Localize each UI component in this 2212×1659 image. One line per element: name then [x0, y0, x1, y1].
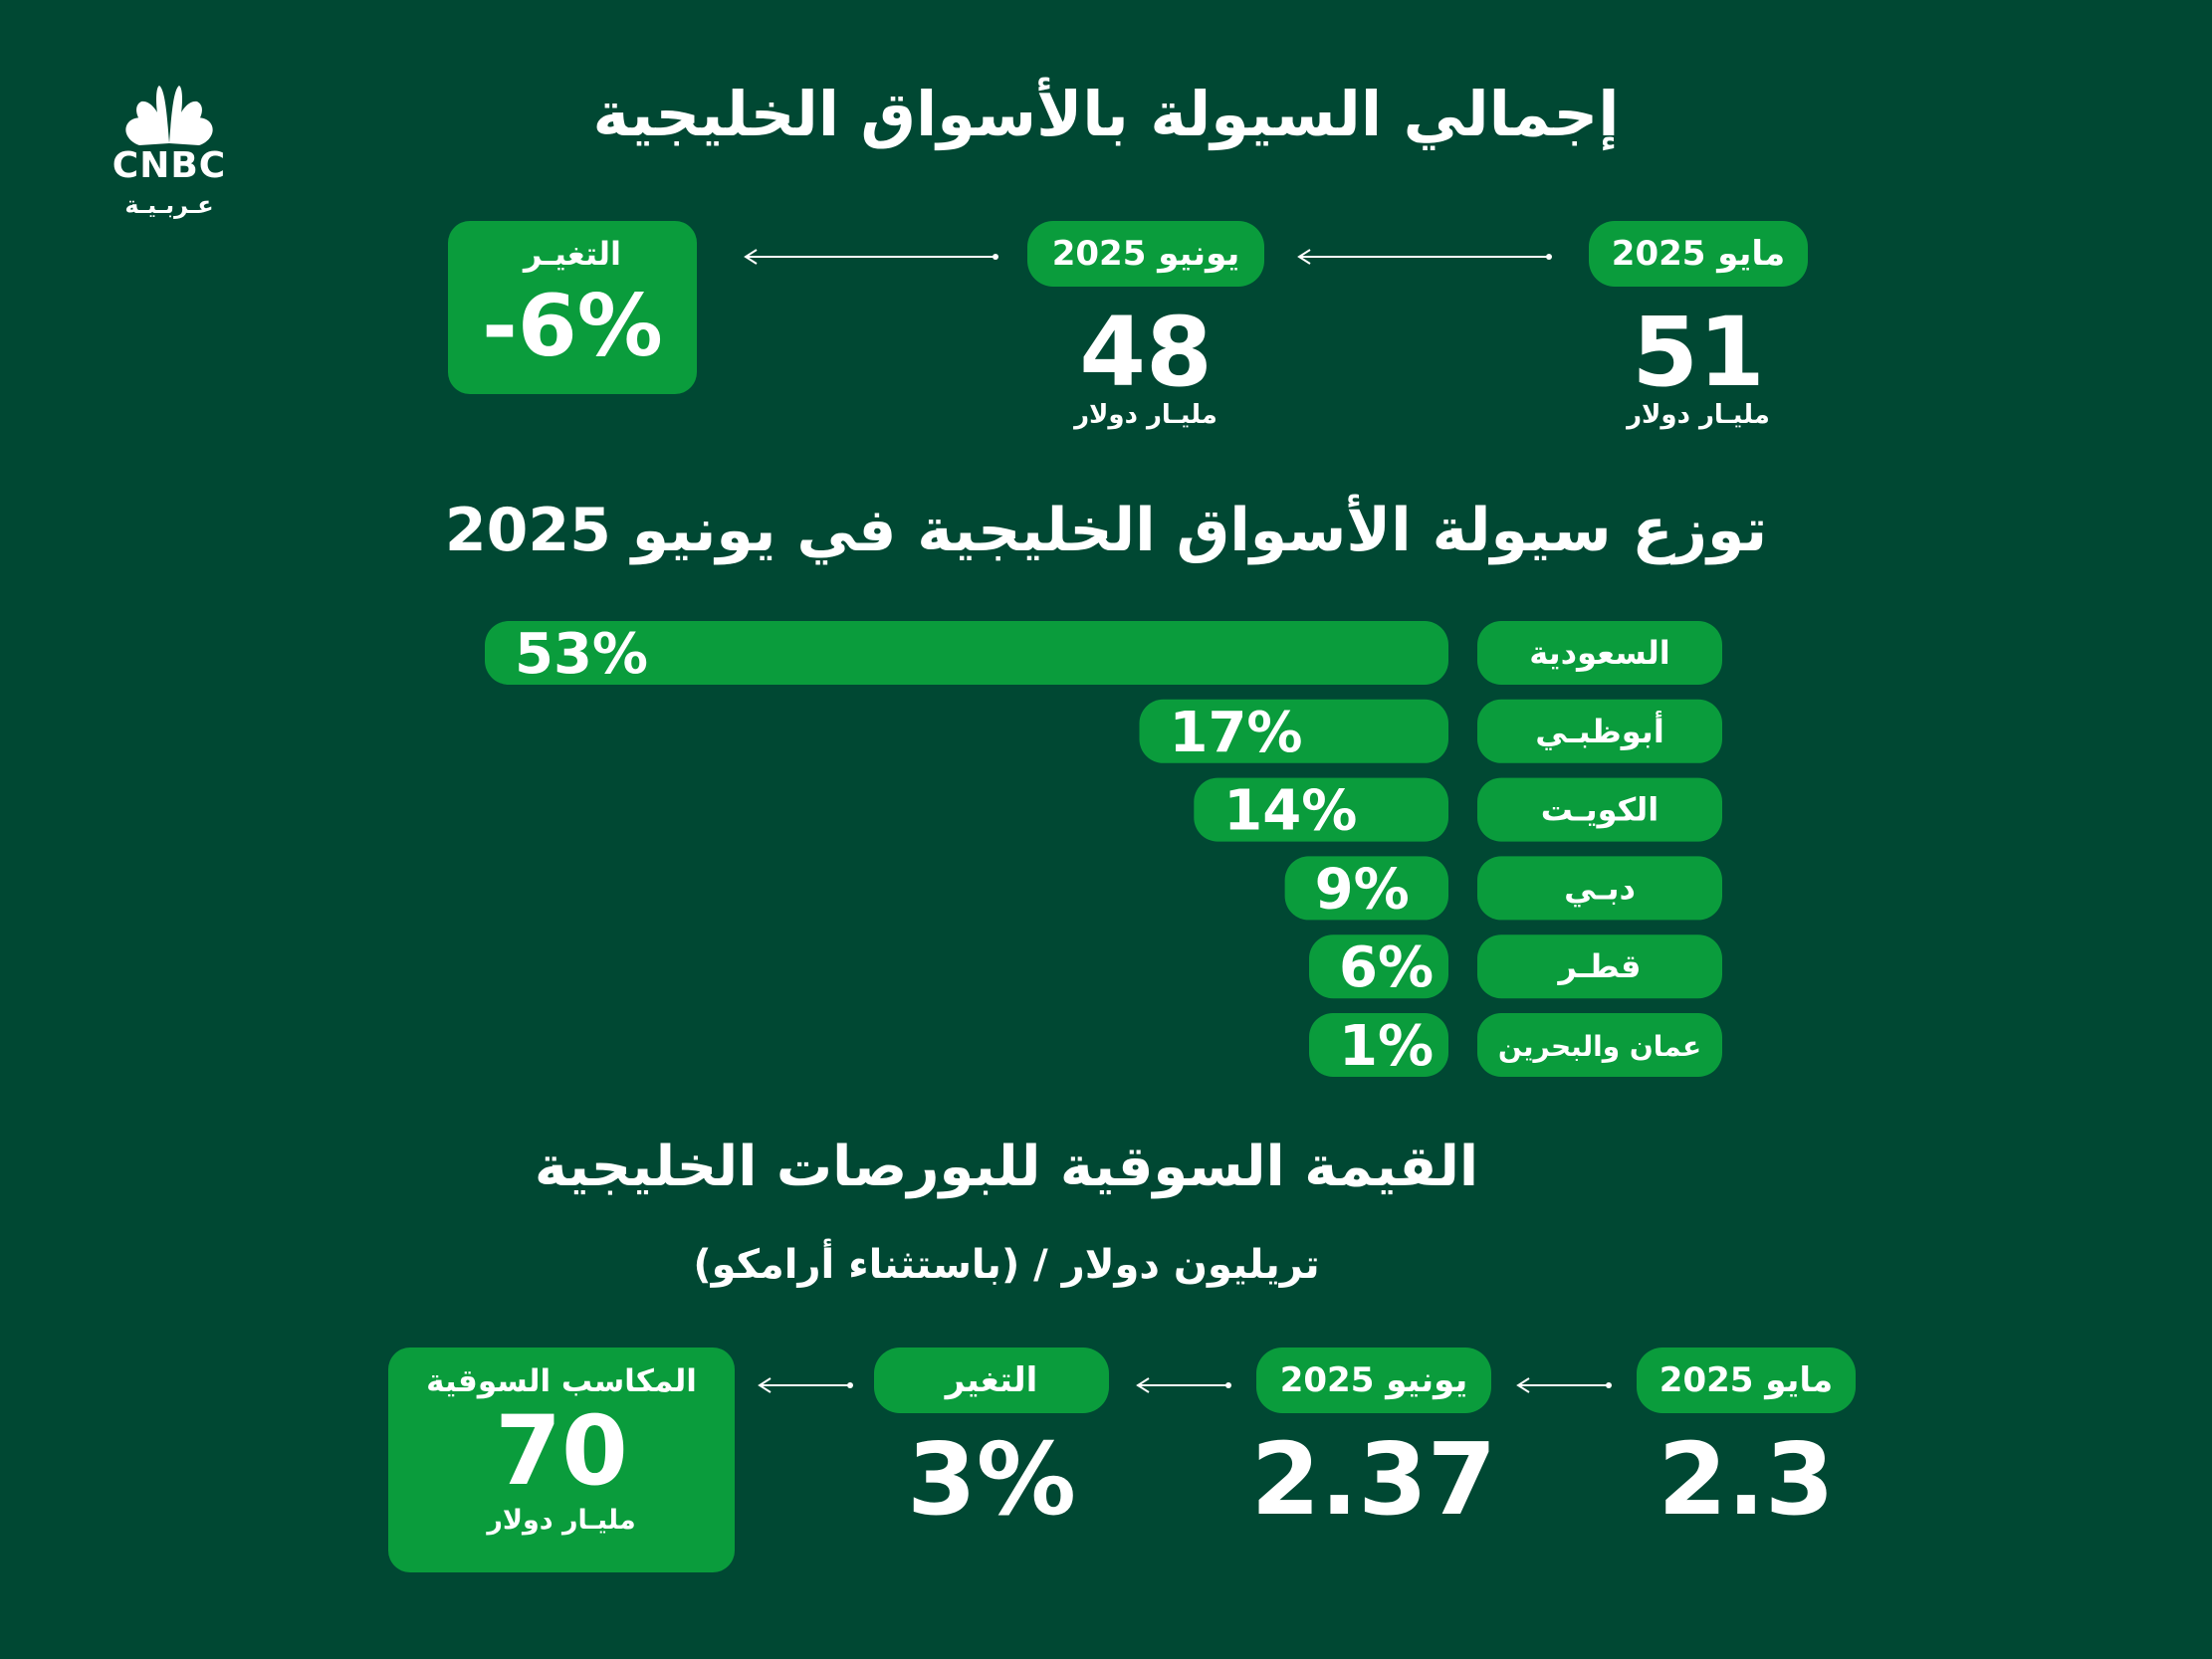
- june-mcap-value: 2.37: [1250, 1421, 1497, 1538]
- bar-6: [1309, 1013, 1448, 1077]
- category-pill-4: [1477, 856, 1722, 921]
- june-liquidity-value: 48: [1079, 297, 1213, 408]
- market-gains-label: المكاسب السوقية: [426, 1363, 697, 1399]
- category-pill-6: [1477, 1013, 1722, 1077]
- logo-subtext: عـربـيـة: [124, 191, 214, 219]
- peacock-logo-icon: [125, 86, 213, 145]
- bar-1: [485, 621, 1448, 685]
- bar-value-label-3: 14%: [1223, 779, 1357, 844]
- change-value: -6%: [482, 277, 663, 376]
- bar-value-label-6: 1%: [1339, 1014, 1434, 1079]
- bar-5: [1309, 934, 1448, 999]
- bar-3: [1194, 777, 1448, 842]
- arrow-left-icon: [1136, 1377, 1231, 1393]
- section3-title: القيمة السوقية للبورصات الخليجية: [534, 1135, 1479, 1199]
- category-pill-3: [1477, 777, 1722, 842]
- category-label-2: أبوظبـي: [1535, 711, 1664, 750]
- market-gains-value: 70: [495, 1395, 628, 1507]
- change-box: التغيـر -6%: [448, 221, 697, 394]
- mcap-change-label-pill: التغير: [874, 1348, 1109, 1413]
- bar-value-label-5: 6%: [1339, 935, 1434, 1000]
- bar-4: [1284, 856, 1448, 921]
- category-label-4: دبـي: [1564, 869, 1636, 907]
- bar-2: [1139, 699, 1448, 763]
- may-mcap-label-pill: مايو 2025: [1637, 1348, 1856, 1413]
- may-liquidity-value: 51: [1632, 297, 1765, 408]
- bar-value-label-2: 17%: [1170, 701, 1303, 765]
- category-pill-5: [1477, 934, 1722, 999]
- category-label-6: عمان والبحرين: [1498, 1030, 1701, 1063]
- bar-value-label-4: 9%: [1315, 857, 1410, 922]
- arrow-left-icon: [744, 249, 998, 265]
- may-mcap-value: 2.3: [1658, 1421, 1835, 1538]
- mcap-change-value: 3%: [907, 1421, 1076, 1538]
- section1-title: إجمالي السيولة بالأسواق الخليجية: [592, 78, 1620, 150]
- june-mcap-label-pill: يونيو 2025: [1256, 1348, 1491, 1413]
- market-gains-box: المكاسب السوقية 70 مليـار دولار: [388, 1348, 735, 1572]
- logo-text: CNBC: [111, 145, 227, 186]
- june-liquidity-unit: مليـار دولار: [1074, 400, 1217, 430]
- category-label-1: السعودية: [1529, 634, 1670, 672]
- category-label-3: الكويـت: [1541, 791, 1659, 829]
- may-label-pill: مايو 2025: [1589, 221, 1808, 287]
- category-pill-2: [1477, 699, 1722, 763]
- market-gains-unit: مليـار دولار: [487, 1504, 636, 1536]
- may-liquidity-unit: مليـار دولار: [1627, 400, 1770, 430]
- arrow-left-icon: [1297, 249, 1552, 265]
- section3-subtitle: (باستثناء أرامكو) / تريليون دولار: [693, 1242, 1320, 1288]
- bar-value-label-1: 53%: [515, 622, 648, 687]
- category-pill-1: [1477, 621, 1722, 685]
- arrow-left-icon: [758, 1377, 853, 1393]
- june-label-pill: يونيو 2025: [1027, 221, 1264, 287]
- change-label: التغيـر: [523, 235, 621, 273]
- chart-title: توزع سيولة الأسواق الخليجية في يونيو 202…: [444, 496, 1768, 565]
- arrow-left-icon: [1516, 1377, 1612, 1393]
- category-label-5: قطـر: [1557, 947, 1642, 985]
